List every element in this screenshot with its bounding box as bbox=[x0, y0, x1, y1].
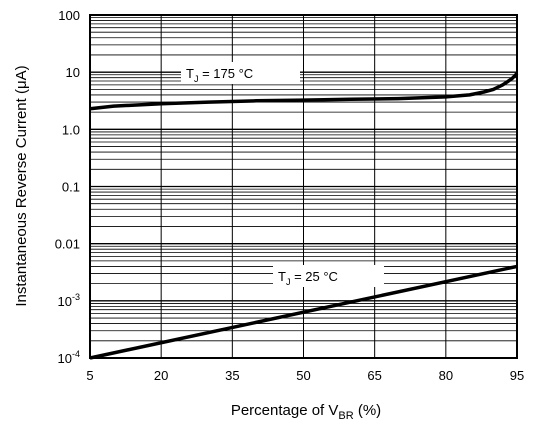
x-tick-label: 80 bbox=[439, 368, 453, 383]
x-tick-label: 5 bbox=[86, 368, 93, 383]
y-tick-label-base: 10 bbox=[66, 65, 80, 80]
y-tick-label: 0.1 bbox=[62, 180, 80, 195]
x-tick-label: 50 bbox=[296, 368, 310, 383]
curve-label-175-main: T bbox=[186, 66, 194, 81]
y-tick-label-base: 0.01 bbox=[55, 237, 80, 252]
curve-label-175: TJ = 175 °C bbox=[186, 66, 253, 84]
x-tick-label: 20 bbox=[154, 368, 168, 383]
x-tick-label: 65 bbox=[367, 368, 381, 383]
series-lines bbox=[89, 72, 519, 360]
x-tick-label: 95 bbox=[510, 368, 524, 383]
curve-label-25-sub: J bbox=[286, 277, 291, 287]
y-tick-label: 0.01 bbox=[55, 237, 80, 252]
y-tick-label: 10 bbox=[66, 65, 80, 80]
y-tick-label: 100 bbox=[58, 8, 80, 23]
curve-label-175-sub: J bbox=[194, 74, 199, 84]
series-line-0 bbox=[89, 72, 519, 111]
y-tick-label-base: 0.1 bbox=[62, 180, 80, 195]
y-tick-label: 10-3 bbox=[58, 292, 80, 309]
x-axis-title: Percentage of VBR (%) bbox=[231, 402, 381, 422]
y-tick-label-base: 1.0 bbox=[62, 122, 80, 137]
curve-label-25-main: T bbox=[278, 269, 286, 284]
y-tick-label-base: 100 bbox=[58, 8, 80, 23]
series-line-1 bbox=[89, 264, 518, 360]
x-axis-title-tail: (%) bbox=[354, 402, 382, 419]
curve-label-25-tail: = 25 °C bbox=[290, 269, 337, 284]
x-tick-label: 35 bbox=[225, 368, 239, 383]
x-axis-title-sub: BR bbox=[338, 410, 353, 422]
x-axis-title-main: Percentage of V bbox=[231, 402, 339, 419]
y-tick-label: 1.0 bbox=[62, 122, 80, 137]
plot-frame bbox=[89, 14, 518, 359]
y-tick-label-exp: -3 bbox=[72, 292, 80, 302]
curve-label-25-bg bbox=[273, 265, 384, 287]
curve-label-175-bg bbox=[181, 62, 300, 84]
curve-label-25: TJ = 25 °C bbox=[278, 269, 338, 287]
grid bbox=[90, 15, 517, 358]
y-tick-label-exp: -4 bbox=[72, 349, 80, 359]
y-tick-label-base: 10 bbox=[58, 294, 72, 309]
y-axis-title: Instantaneous Reverse Current (μA) bbox=[13, 65, 30, 306]
y-tick-label-base: 10 bbox=[58, 351, 72, 366]
curve-label-175-tail: = 175 °C bbox=[198, 66, 253, 81]
y-tick-label: 10-4 bbox=[58, 349, 80, 366]
